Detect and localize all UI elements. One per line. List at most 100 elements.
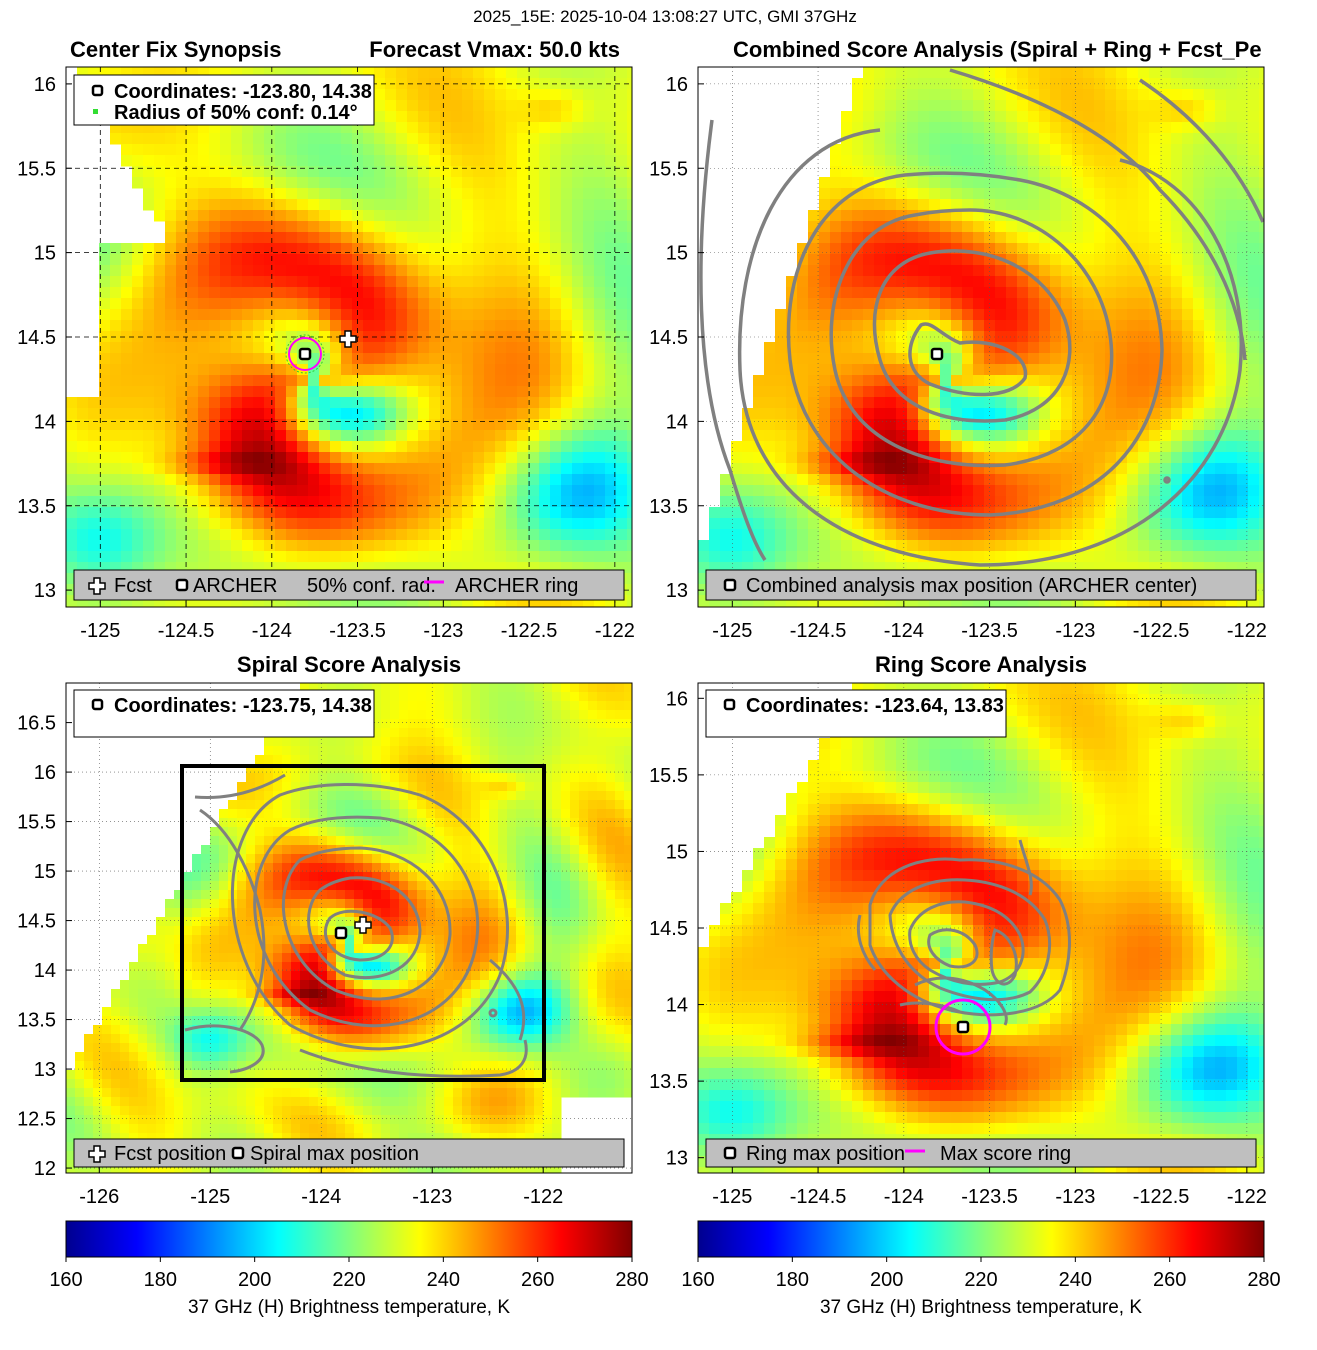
heatB-cell-1175 — [797, 375, 809, 387]
heatB-cell-615 — [1028, 232, 1040, 244]
heatA-cell-882 — [440, 265, 452, 277]
heatA-cell-868 — [286, 265, 298, 277]
heatB-cell-578 — [1083, 221, 1095, 233]
heatB-cell-137 — [1116, 100, 1128, 112]
heatB-cell-811 — [797, 287, 809, 299]
heatB-cell-223 — [1204, 122, 1216, 134]
heatB-cell-701 — [1028, 254, 1040, 266]
heatA-cell-769 — [275, 243, 287, 255]
heatA-cell-569 — [539, 188, 551, 200]
heatB-cell-1500 — [1215, 441, 1227, 453]
heatB-cell-2003 — [1193, 551, 1205, 563]
heatB-cell-891 — [1193, 298, 1205, 310]
heatA-cell-1606 — [187, 430, 199, 442]
heatB-cell-1097 — [962, 353, 974, 365]
heatA-cell-1737 — [484, 452, 496, 464]
heatA-cell-2127 — [198, 540, 210, 552]
heatA-cell-8 — [165, 67, 177, 79]
heatA-cell-528 — [583, 177, 595, 189]
heatA-cell-401 — [198, 155, 210, 167]
heatC-cell-11 — [399, 683, 409, 693]
heatA-cell-1944 — [473, 496, 485, 508]
heatA-cell-766 — [242, 243, 254, 255]
heatC-cell-29 — [561, 683, 571, 693]
heatB-cell-562 — [907, 221, 919, 233]
heatB-cell-423 — [1204, 177, 1216, 189]
heatB-cell-1001 — [918, 331, 930, 343]
heatA-cell-2399 — [330, 595, 342, 607]
heatA-cell-458 — [319, 166, 331, 178]
heatB-cell-7 — [940, 67, 952, 79]
heatB-cell-1954 — [1226, 540, 1238, 552]
heatB-cell-1821 — [896, 518, 908, 530]
heatA-cell-1230 — [495, 342, 507, 354]
heatC-cell-107 — [579, 701, 589, 711]
heatB-cell-910 — [907, 309, 919, 321]
heatA-cell-1940 — [429, 496, 441, 508]
heatB-cell-823 — [929, 287, 941, 299]
heatA-cell-534 — [154, 188, 166, 200]
heatB-cell-921 — [1028, 309, 1040, 321]
heatA-cell-1897 — [528, 485, 540, 497]
heatA-cell-1609 — [220, 430, 232, 442]
heatB-cell-769 — [819, 276, 831, 288]
heatA-cell-1550 — [143, 419, 155, 431]
heatC-cell-26 — [534, 683, 544, 693]
heatA-cell-299 — [110, 133, 122, 145]
heatA-cell-574 — [594, 188, 606, 200]
heatB-cell-1102 — [1017, 353, 1029, 365]
heatC-cell-101 — [525, 701, 535, 711]
heatB-cell-657 — [1017, 243, 1029, 255]
heatB-cell-444 — [984, 188, 996, 200]
heatB-cell-1153 — [1072, 364, 1084, 376]
panel-spiral: -126 -125 -124 -123 -1221212.51313.51414.515… — [17, 652, 633, 1208]
heatA-cell-1490 — [627, 397, 632, 409]
heatB-cell-280 — [962, 144, 974, 156]
heatA-cell-1981 — [308, 507, 320, 519]
heatA-cell-1474 — [451, 397, 463, 409]
heatB-cell-298 — [1160, 144, 1172, 156]
heatA-cell-1444 — [121, 397, 133, 409]
heatB-cell-273 — [885, 144, 897, 156]
heatA-cell-0 — [77, 67, 89, 79]
heatA-cell-698 — [506, 221, 518, 233]
heatA-cell-567 — [517, 188, 529, 200]
heatA-cell-682 — [330, 221, 342, 233]
heatA-cell-1300 — [187, 364, 199, 376]
heatB-cell-1599 — [1226, 463, 1238, 475]
heatA-cell-1956 — [605, 496, 617, 508]
heatB-cell-1918 — [830, 540, 842, 552]
heatB-cell-319 — [951, 155, 963, 167]
heatA-cell-2394 — [275, 595, 287, 607]
heatB-cell-1369 — [841, 419, 853, 431]
y-tick-label-1: 13.5 — [17, 496, 56, 518]
heatA-cell-1782 — [407, 463, 419, 475]
heatA-cell-929 — [418, 276, 430, 288]
heatB-cell-870 — [962, 298, 974, 310]
heatB-cell-1217 — [1259, 375, 1264, 387]
heatA-cell-447 — [198, 166, 210, 178]
heatA-cell-691 — [429, 221, 441, 233]
heatA-cell-1841 — [484, 474, 496, 486]
heatA-cell-326 — [407, 133, 419, 145]
heatA-cell-990 — [550, 287, 562, 299]
heatB-cell-1345 — [1105, 408, 1117, 420]
heatB-cell-1120 — [1215, 353, 1227, 365]
heatB-cell-685 — [852, 254, 864, 266]
heatA-cell-544 — [264, 188, 276, 200]
heatB-cell-1523 — [929, 452, 941, 464]
heatB-cell-1133 — [852, 364, 864, 376]
heatA-cell-1880 — [341, 485, 353, 497]
heatB-cell-925 — [1072, 309, 1084, 321]
heatB-cell-1906 — [698, 540, 710, 552]
heatB-cell-895 — [1237, 298, 1249, 310]
heatA-cell-784 — [440, 243, 452, 255]
heatA-cell-477 — [528, 166, 540, 178]
heatB-cell-1372 — [874, 419, 886, 431]
heatA-cell-1788 — [473, 463, 485, 475]
heatB-cell-1073 — [1204, 342, 1216, 354]
heatA-cell-1807 — [110, 474, 122, 486]
heatA-cell-2460 — [429, 606, 441, 607]
heatB-cell-170 — [1050, 111, 1062, 123]
heatA-cell-851 — [99, 265, 111, 277]
